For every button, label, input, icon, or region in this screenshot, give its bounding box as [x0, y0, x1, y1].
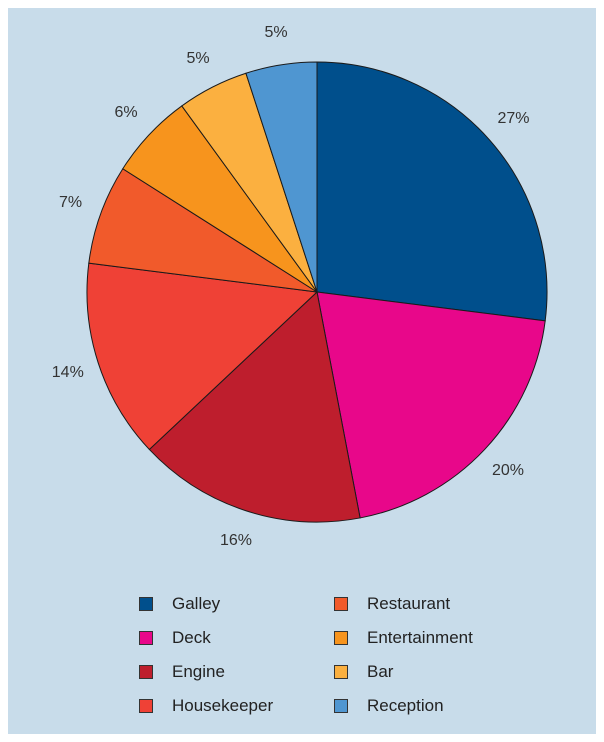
slice-label-deck: 20%	[491, 462, 525, 480]
pie-slice-restaurant	[88, 168, 318, 293]
slice-label-bar: 5%	[186, 49, 210, 67]
pie-slice-deck	[316, 291, 546, 519]
pie-chart	[86, 61, 548, 523]
pie-slice-reception	[245, 61, 318, 293]
pie-slice-engine	[148, 291, 361, 523]
slice-label-galley: 27%	[497, 109, 530, 127]
slice-label-housekeeper: 14%	[51, 364, 84, 381]
slice-label-entertainment: 6%	[114, 103, 138, 121]
slice-label-engine: 16%	[219, 532, 253, 550]
pie-slice-galley	[316, 61, 548, 322]
chart-panel: 27% 20% 16% 14% 7% 6% 5% 5% Galley Deck Engine Hou…	[8, 8, 596, 734]
slice-label-restaurant: 7%	[58, 194, 83, 212]
slice-label-reception: 5%	[264, 24, 288, 42]
pie-slice-housekeeper	[86, 262, 319, 451]
